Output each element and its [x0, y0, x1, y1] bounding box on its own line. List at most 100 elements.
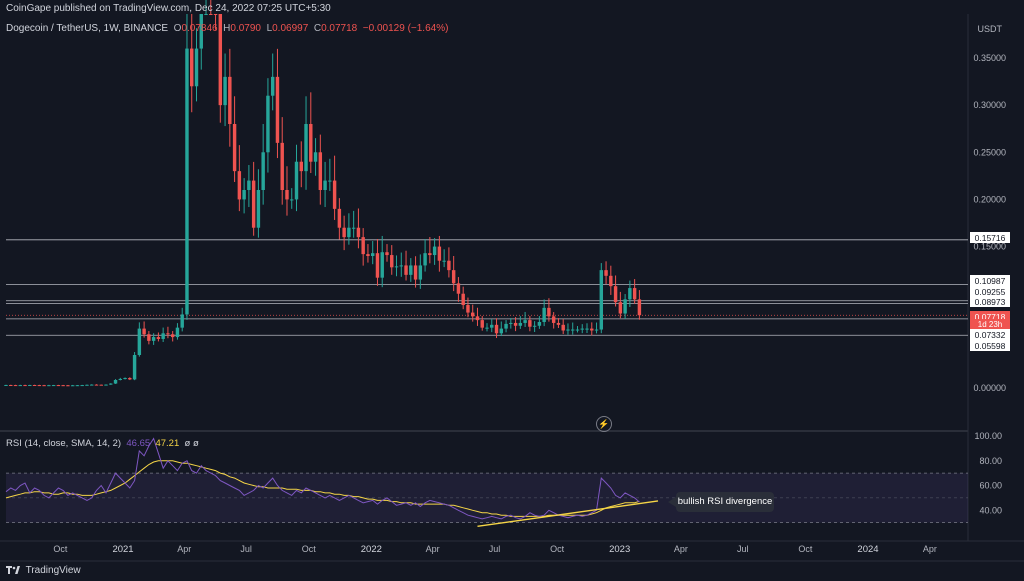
lightning-icon[interactable]: ⚡	[596, 416, 612, 432]
candle-body	[51, 385, 56, 387]
candle-body	[370, 253, 375, 256]
candle-body	[199, 14, 203, 49]
level-price-label: 0.08973	[975, 297, 1006, 307]
time-tick-label: 2022	[361, 544, 382, 555]
low-value: 0.06997	[272, 23, 309, 34]
candle-body	[518, 322, 523, 326]
time-tick-label: 2021	[112, 544, 133, 555]
rsi-sma-line	[5, 460, 640, 517]
candle-body	[147, 334, 151, 341]
footer-brand[interactable]: TradingView	[6, 565, 81, 576]
time-tick-label: Apr	[426, 544, 440, 554]
candle-body	[351, 227, 356, 229]
candle-body	[399, 265, 403, 267]
candle-body	[532, 325, 537, 327]
candle-body	[551, 316, 556, 323]
candle-body	[290, 199, 294, 201]
candle-body	[461, 293, 465, 306]
candle-body	[313, 152, 318, 162]
candle-body	[342, 227, 346, 238]
change-value: −0.00129 (−1.64%)	[362, 23, 449, 34]
candle-body	[585, 328, 589, 330]
candle-body	[366, 254, 370, 256]
candle-body	[523, 320, 527, 323]
candle-body	[404, 265, 408, 275]
candle-body	[266, 95, 270, 153]
current-price-tag	[970, 311, 1010, 322]
candle-body	[151, 337, 156, 341]
candle-body	[528, 320, 532, 327]
time-tick-label: Oct	[302, 544, 317, 554]
rsi-legend-extra: ø ø	[184, 438, 199, 449]
candle-body	[447, 260, 451, 271]
candle-body	[170, 334, 175, 338]
candle-body	[323, 180, 327, 190]
rsi-tick-label: 100.00	[974, 431, 1002, 441]
candle-body	[504, 323, 508, 329]
candle-body	[437, 246, 442, 261]
candle-body	[356, 227, 361, 238]
candle-body	[223, 76, 227, 106]
rsi-tick-label: 60.00	[979, 481, 1002, 491]
candle-body	[561, 324, 565, 331]
level-price-tag	[970, 286, 1010, 297]
level-price-tag	[970, 296, 1010, 307]
time-tick-label: Oct	[550, 544, 565, 554]
time-tick-label: Apr	[923, 544, 937, 554]
price-tick-label: 0.20000	[973, 194, 1006, 204]
candle-body	[613, 286, 618, 303]
time-tick-label: Oct	[53, 544, 68, 554]
level-price-label: 0.10987	[975, 276, 1006, 286]
candle-body	[285, 190, 289, 200]
time-tick-label: 2024	[857, 544, 878, 555]
candle-body	[318, 152, 323, 190]
rsi-legend-label[interactable]: RSI (14, close, SMA, 14, 2)	[6, 438, 122, 449]
candle-body	[37, 385, 42, 387]
candle-body	[109, 383, 113, 385]
price-tick-label: 0.15000	[973, 242, 1006, 252]
candle-body	[347, 227, 351, 238]
time-tick-label: Jul	[489, 544, 501, 554]
candle-body	[90, 384, 94, 386]
rsi-legend-value: 46.65	[126, 438, 151, 449]
candle-body	[13, 385, 18, 387]
candle-body	[337, 208, 342, 228]
time-tick-label: Oct	[798, 544, 813, 554]
candle-body	[499, 328, 504, 334]
low-label: L	[266, 23, 273, 34]
candle-body	[75, 385, 80, 387]
symbol-title[interactable]: Dogecoin / TetherUS, 1W, BINANCE	[6, 23, 169, 34]
candle-body	[28, 384, 32, 386]
footer-brand-label: TradingView	[25, 565, 81, 576]
countdown-tag	[970, 319, 1010, 329]
candle-body	[456, 283, 461, 294]
candle-body	[261, 152, 265, 190]
level-price-tag	[970, 275, 1010, 286]
open-value: 0.07846	[181, 23, 218, 34]
divergence-trendline	[477, 500, 659, 528]
candle-body	[609, 275, 613, 287]
candle-body	[442, 260, 446, 262]
candle-body	[180, 314, 184, 328]
time-tick-label: Jul	[737, 544, 749, 554]
time-tick-label: 2023	[609, 544, 630, 555]
candle-body	[85, 384, 89, 386]
candle-body	[123, 378, 127, 380]
candle-body	[375, 253, 380, 278]
candle-body	[480, 320, 484, 328]
high-value: 0.0790	[230, 23, 261, 34]
candle-body	[390, 255, 394, 268]
candle-body	[61, 385, 65, 387]
candle-body	[542, 307, 546, 322]
candle-body	[66, 385, 70, 387]
candle-body	[513, 322, 518, 326]
candle-body	[294, 161, 299, 200]
candle-body	[4, 384, 8, 386]
level-price-tag	[970, 232, 1010, 243]
candle-body	[156, 337, 161, 339]
candle-body	[361, 237, 365, 255]
candle-body	[175, 327, 180, 338]
candle-body	[575, 329, 580, 331]
